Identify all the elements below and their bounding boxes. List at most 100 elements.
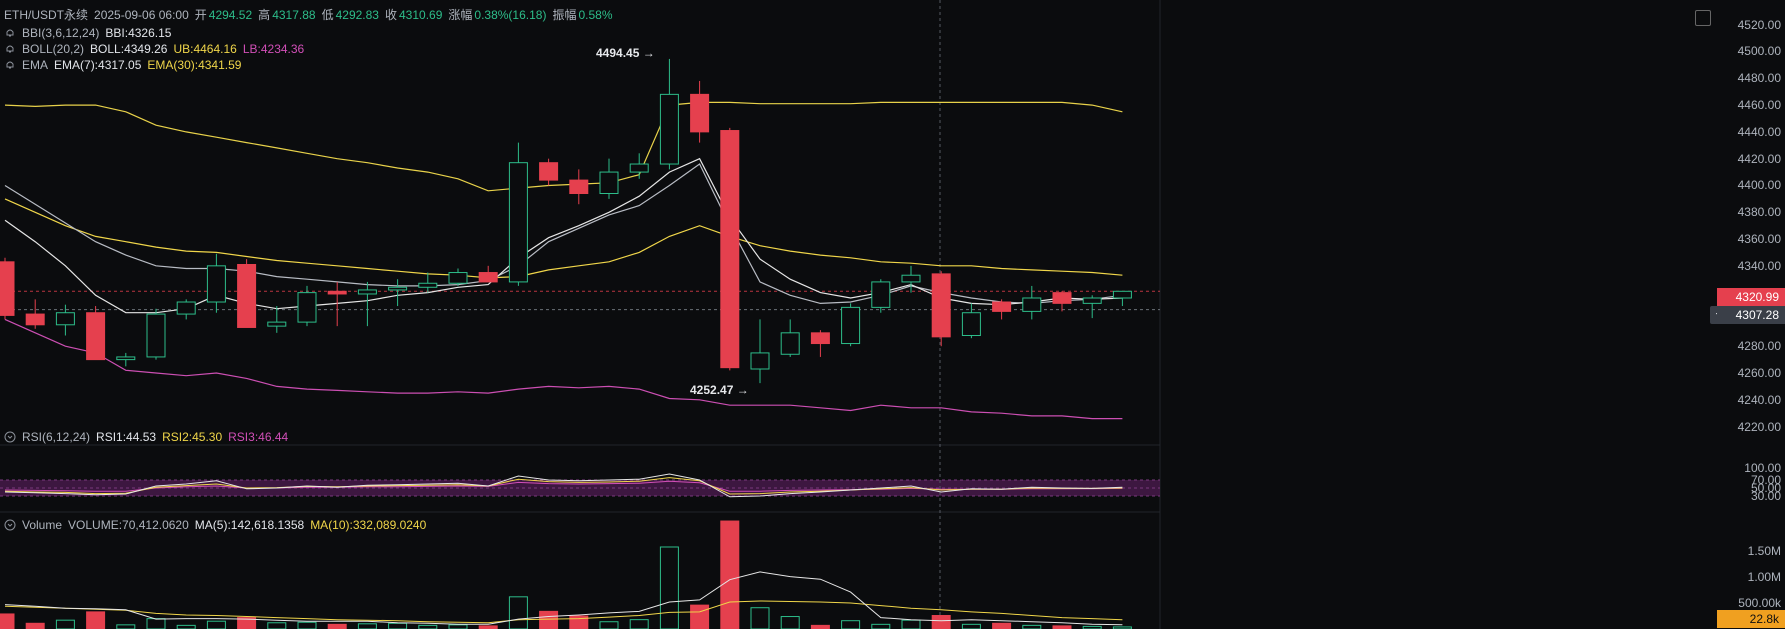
last-price-tag: 4320.99 bbox=[1717, 288, 1785, 306]
boll-legend[interactable]: BOLL(20,2) BOLL:4349.26 UB:4464.16 LB:42… bbox=[4, 42, 304, 56]
volume-legend[interactable]: Volume VOLUME:70,412.0620 MA(5):142,618.… bbox=[4, 518, 426, 532]
ema7-value: EMA(7):4317.05 bbox=[54, 58, 142, 72]
rsi2-value: RSI2:45.30 bbox=[162, 430, 223, 444]
candle-body bbox=[86, 312, 106, 361]
bell-icon[interactable] bbox=[4, 27, 16, 39]
rsi-name: RSI(6,12,24) bbox=[22, 430, 91, 444]
volume-bar bbox=[206, 620, 226, 629]
volume-bar bbox=[508, 596, 528, 629]
boll-mid: BOLL:4349.26 bbox=[90, 42, 168, 56]
candle-body bbox=[508, 162, 528, 283]
bbi-name: BBI(3,6,12,24) bbox=[22, 26, 100, 40]
boll-ub: UB:4464.16 bbox=[173, 42, 237, 56]
datetime-label: 2025-09-06 06:00 bbox=[94, 7, 189, 22]
candle-body bbox=[871, 281, 891, 308]
volume-bar bbox=[841, 620, 861, 629]
candle-body bbox=[539, 162, 559, 181]
candle-body bbox=[206, 265, 226, 303]
close-label: 收 bbox=[384, 8, 397, 22]
collapse-toggle-icon[interactable] bbox=[4, 519, 16, 531]
candle-body bbox=[841, 306, 861, 345]
ema-legend[interactable]: EMA EMA(7):4317.05 EMA(30):4341.59 bbox=[4, 58, 241, 72]
volume-tick-label: 500.00k bbox=[1738, 596, 1781, 611]
bbi-value: BBI:4326.15 bbox=[105, 26, 172, 40]
volume-bar bbox=[86, 611, 106, 629]
volume-bar bbox=[327, 623, 347, 629]
price-tick-label: 4240.00 bbox=[1737, 392, 1781, 407]
change-label: 涨幅 bbox=[448, 8, 473, 22]
price-tick-label: 4480.00 bbox=[1737, 71, 1781, 86]
volume-bar bbox=[388, 622, 408, 629]
volume-bar bbox=[780, 616, 800, 629]
candle-body bbox=[448, 272, 468, 284]
high-value: 4317.88 bbox=[272, 7, 316, 22]
ema30-line bbox=[4, 198, 1123, 279]
candle-body bbox=[992, 301, 1012, 312]
symbol-label: ETH/USDT永续 bbox=[4, 8, 89, 22]
vol-ma5-line bbox=[4, 571, 1123, 626]
candle-body bbox=[750, 352, 770, 370]
candle-body bbox=[357, 289, 377, 295]
volume-bar bbox=[267, 622, 287, 629]
candle-body bbox=[720, 130, 740, 369]
vol-ma10-value: MA(10):332,089.0240 bbox=[310, 518, 427, 532]
volume-bar bbox=[176, 624, 196, 629]
volume-bar bbox=[357, 623, 377, 629]
candle-body bbox=[116, 356, 136, 361]
candle-body bbox=[0, 261, 15, 316]
open-value: 4294.52 bbox=[208, 7, 253, 22]
boll-lb-line bbox=[4, 318, 1123, 420]
amp-label: 振幅 bbox=[552, 8, 577, 22]
volume-bar bbox=[931, 615, 951, 629]
rsi3-value: RSI3:46.44 bbox=[228, 430, 289, 444]
price-tick-label: 4260.00 bbox=[1737, 366, 1781, 381]
candle-body bbox=[297, 292, 317, 323]
bell-icon[interactable] bbox=[4, 43, 16, 55]
price-tick-label: 4440.00 bbox=[1737, 124, 1781, 139]
high-label: 高 bbox=[258, 8, 271, 22]
price-tick-label: 4520.00 bbox=[1737, 17, 1781, 32]
volume-bar bbox=[448, 624, 468, 629]
volume-bar bbox=[659, 546, 679, 629]
price-tick-label: 4460.00 bbox=[1737, 98, 1781, 113]
candle-body bbox=[1082, 297, 1102, 304]
rsi-legend[interactable]: RSI(6,12,24) RSI1:44.53 RSI2:45.30 RSI3:… bbox=[4, 430, 288, 444]
boll-ub-line bbox=[4, 101, 1123, 192]
price-tick-label: 4340.00 bbox=[1737, 258, 1781, 273]
candle-body bbox=[1052, 292, 1072, 304]
candle-body bbox=[961, 312, 981, 337]
open-label: 开 bbox=[194, 8, 207, 22]
price-tick-label: 4280.00 bbox=[1737, 339, 1781, 354]
candle-body bbox=[690, 93, 710, 133]
low-annotation: 4252.47 → bbox=[690, 383, 749, 397]
rsi-tick-label: 100.00 bbox=[1744, 461, 1781, 475]
volume-bar bbox=[539, 610, 559, 629]
candle-body bbox=[659, 93, 679, 165]
candle-body bbox=[327, 290, 347, 295]
volume-bar bbox=[1082, 625, 1102, 629]
price-tick-label: 4380.00 bbox=[1737, 205, 1781, 220]
volume-bar bbox=[629, 619, 649, 629]
close-value: 4310.69 bbox=[399, 7, 443, 22]
collapse-toggle-icon[interactable] bbox=[4, 431, 16, 443]
volume-bar bbox=[1052, 625, 1072, 629]
amp-value: 0.58% bbox=[578, 7, 613, 22]
candle-body bbox=[478, 272, 498, 283]
volume-name: Volume bbox=[22, 518, 63, 532]
rsi-tick-label: 70.00 bbox=[1750, 473, 1781, 487]
expand-icon[interactable] bbox=[1695, 10, 1711, 26]
low-value: 4292.83 bbox=[335, 7, 379, 22]
candle-body bbox=[901, 274, 921, 283]
candle-body bbox=[1112, 290, 1132, 299]
bbi-legend[interactable]: BBI(3,6,12,24) BBI:4326.15 bbox=[4, 26, 171, 40]
rsi3-line bbox=[4, 480, 1123, 492]
price-tick-label: 4500.00 bbox=[1737, 44, 1781, 59]
volume-bar bbox=[992, 622, 1012, 629]
rsi1-line bbox=[4, 473, 1123, 498]
low-label: 低 bbox=[321, 8, 334, 22]
bell-icon[interactable] bbox=[4, 59, 16, 71]
candle-body bbox=[599, 171, 619, 194]
volume-bar bbox=[720, 520, 740, 629]
volume-bar bbox=[478, 625, 498, 629]
